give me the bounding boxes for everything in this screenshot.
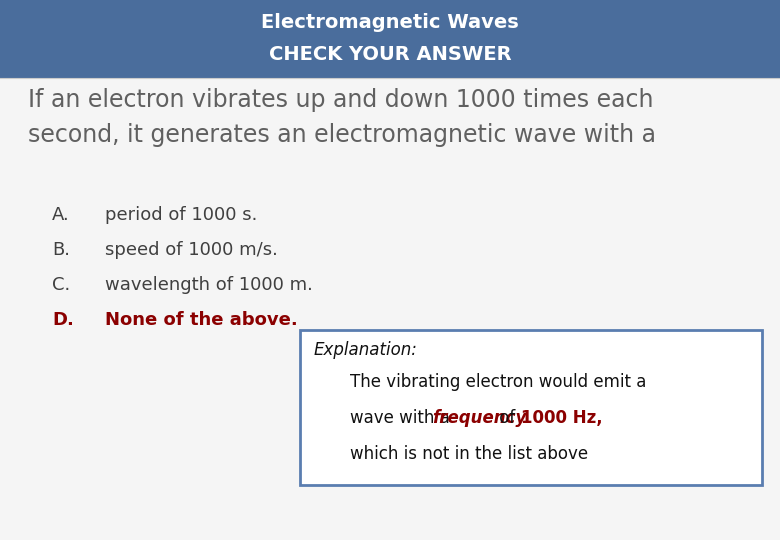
Text: The vibrating electron would emit a: The vibrating electron would emit a [350, 373, 647, 391]
Text: second, it generates an electromagnetic wave with a: second, it generates an electromagnetic … [28, 123, 656, 147]
Text: Electromagnetic Waves: Electromagnetic Waves [261, 12, 519, 31]
Text: Explanation:: Explanation: [314, 341, 418, 359]
Text: of: of [494, 409, 520, 427]
Text: wavelength of 1000 m.: wavelength of 1000 m. [105, 276, 313, 294]
Text: C.: C. [52, 276, 70, 294]
Text: If an electron vibrates up and down 1000 times each: If an electron vibrates up and down 1000… [28, 88, 654, 112]
Text: CHECK YOUR ANSWER: CHECK YOUR ANSWER [268, 45, 512, 64]
Text: 1000 Hz,: 1000 Hz, [521, 409, 603, 427]
Text: B.: B. [52, 241, 70, 259]
Text: D.: D. [52, 311, 74, 329]
Text: None of the above.: None of the above. [105, 311, 298, 329]
Text: which is not in the list above: which is not in the list above [350, 445, 588, 463]
Text: wave with a: wave with a [350, 409, 455, 427]
Text: speed of 1000 m/s.: speed of 1000 m/s. [105, 241, 278, 259]
FancyBboxPatch shape [300, 330, 762, 485]
Text: period of 1000 s.: period of 1000 s. [105, 206, 257, 224]
FancyBboxPatch shape [0, 0, 780, 78]
Text: frequency: frequency [432, 409, 526, 427]
Text: A.: A. [52, 206, 69, 224]
